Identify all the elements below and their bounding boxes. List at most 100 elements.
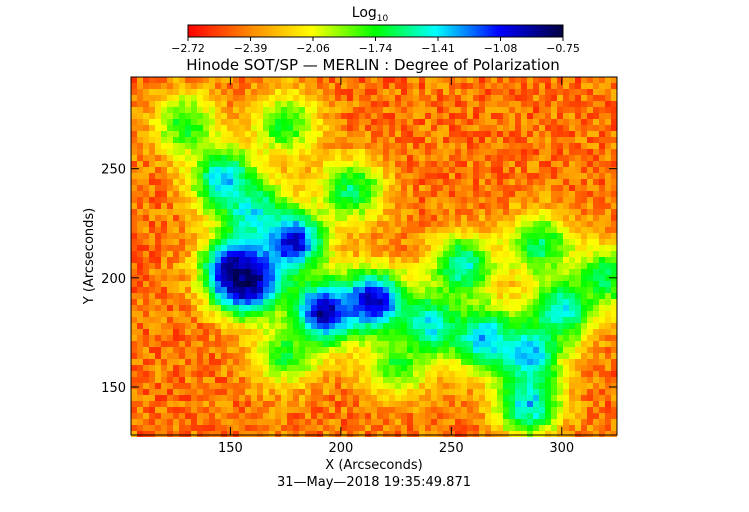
heatmap-cell (251, 155, 257, 161)
heatmap-cell (545, 353, 551, 359)
heatmap-cell (191, 305, 197, 311)
heatmap-cell (137, 113, 143, 119)
heatmap-cell (161, 317, 167, 323)
heatmap-cell (305, 257, 311, 263)
heatmap-cell (221, 323, 227, 329)
heatmap-cell (461, 239, 467, 245)
heatmap-cell (209, 383, 215, 389)
heatmap-cell (257, 233, 263, 239)
heatmap-cell (551, 167, 557, 173)
heatmap-cell (323, 293, 329, 299)
heatmap-cell (509, 359, 515, 365)
heatmap-cell (263, 377, 269, 383)
heatmap-cell (521, 371, 527, 377)
heatmap-cell (533, 317, 539, 323)
heatmap-cell (191, 335, 197, 341)
heatmap-cell (251, 335, 257, 341)
heatmap-cell (191, 425, 197, 431)
heatmap-cell (437, 245, 443, 251)
heatmap-cell (203, 257, 209, 263)
heatmap-cell (575, 179, 581, 185)
heatmap-cell (539, 95, 545, 101)
heatmap-cell (287, 317, 293, 323)
heatmap-cell (575, 425, 581, 431)
heatmap-cell (137, 335, 143, 341)
heatmap-cell (305, 155, 311, 161)
heatmap-cell (539, 311, 545, 317)
heatmap-cell (323, 383, 329, 389)
heatmap-cell (137, 383, 143, 389)
heatmap-cell (545, 425, 551, 431)
heatmap-cell (323, 401, 329, 407)
heatmap-cell (455, 299, 461, 305)
heatmap-cell (413, 113, 419, 119)
heatmap-cell (389, 419, 395, 425)
heatmap-cell (539, 389, 545, 395)
heatmap-cell (443, 149, 449, 155)
heatmap-cell (443, 185, 449, 191)
heatmap-cell (155, 245, 161, 251)
heatmap-cell (449, 185, 455, 191)
heatmap-cell (335, 341, 341, 347)
heatmap-cell (377, 233, 383, 239)
heatmap-cell (371, 89, 377, 95)
heatmap-cell (587, 185, 593, 191)
heatmap-cell (245, 383, 251, 389)
heatmap-cell (527, 125, 533, 131)
heatmap-cell (377, 77, 383, 83)
heatmap-cell (305, 299, 311, 305)
heatmap-cell (533, 83, 539, 89)
heatmap-cell (365, 407, 371, 413)
heatmap-cell (335, 287, 341, 293)
heatmap-cell (413, 125, 419, 131)
heatmap-cell (281, 113, 287, 119)
heatmap-cell (131, 425, 137, 431)
heatmap-cell (299, 383, 305, 389)
heatmap-cell (209, 101, 215, 107)
heatmap-cell (251, 137, 257, 143)
heatmap-cell (197, 377, 203, 383)
heatmap-cell (203, 119, 209, 125)
heatmap-cell (203, 83, 209, 89)
heatmap-cell (263, 101, 269, 107)
heatmap-cell (377, 353, 383, 359)
heatmap-cell (221, 125, 227, 131)
heatmap-cell (143, 419, 149, 425)
heatmap-cell (407, 365, 413, 371)
heatmap-cell (311, 419, 317, 425)
heatmap-cell (551, 239, 557, 245)
heatmap-cell (539, 101, 545, 107)
heatmap-cell (527, 83, 533, 89)
heatmap-cell (311, 113, 317, 119)
heatmap-cell (515, 341, 521, 347)
heatmap-cell (359, 419, 365, 425)
heatmap-cell (587, 131, 593, 137)
heatmap-cell (581, 275, 587, 281)
heatmap-cell (323, 203, 329, 209)
heatmap-cell (365, 227, 371, 233)
heatmap-cell (533, 215, 539, 221)
heatmap-cell (521, 341, 527, 347)
heatmap-cell (275, 287, 281, 293)
heatmap-cell (461, 341, 467, 347)
heatmap-cell (425, 287, 431, 293)
heatmap-cell (419, 383, 425, 389)
heatmap-cell (329, 119, 335, 125)
heatmap-cell (281, 335, 287, 341)
heatmap-cell (269, 431, 275, 437)
heatmap-cell (419, 359, 425, 365)
heatmap-cell (449, 413, 455, 419)
heatmap-cell (521, 311, 527, 317)
heatmap-cell (551, 179, 557, 185)
heatmap-cell (167, 347, 173, 353)
heatmap-cell (593, 215, 599, 221)
heatmap-cell (341, 209, 347, 215)
heatmap-cell (389, 167, 395, 173)
heatmap-cell (323, 77, 329, 83)
heatmap-cell (293, 215, 299, 221)
heatmap-cell (479, 197, 485, 203)
heatmap-cell (143, 431, 149, 437)
heatmap-cell (437, 143, 443, 149)
heatmap-cell (455, 245, 461, 251)
heatmap-cell (173, 245, 179, 251)
